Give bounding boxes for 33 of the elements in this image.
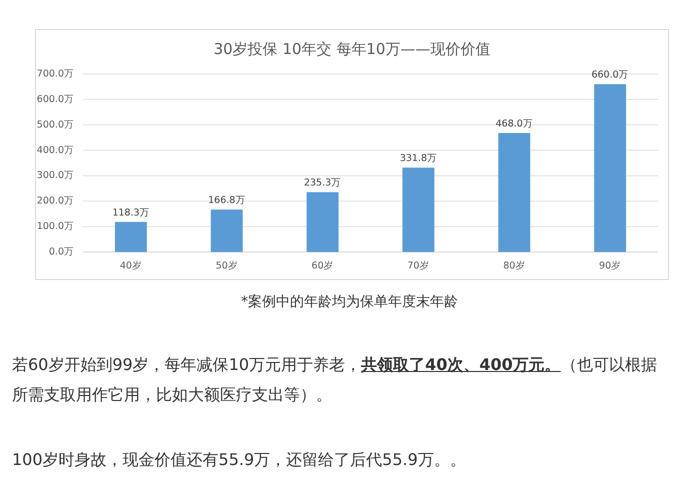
x-tick-label: 90岁 bbox=[599, 260, 622, 272]
x-tick-label: 60岁 bbox=[312, 260, 334, 272]
y-tick-label: 400.0万 bbox=[36, 144, 74, 156]
chart-title: 30岁投保 10年交 每年10万——现价价值 bbox=[214, 40, 490, 58]
text: （也可以根据 bbox=[560, 355, 657, 374]
bar bbox=[306, 192, 339, 252]
data-label: 468.0万 bbox=[496, 118, 533, 130]
data-label: 235.3万 bbox=[304, 178, 342, 189]
data-label: 331.8万 bbox=[400, 153, 438, 164]
y-tick-label: 700.0万 bbox=[36, 68, 74, 80]
text: 所需支取用作它用，比如大额医疗支出等）。 bbox=[12, 384, 332, 406]
bar bbox=[210, 210, 243, 252]
y-tick-label: 300.0万 bbox=[36, 170, 74, 182]
bar bbox=[114, 222, 147, 252]
y-tick-label: 500.0万 bbox=[36, 119, 74, 130]
text: 共领取了40次、400万元。 bbox=[361, 355, 561, 374]
bar bbox=[594, 84, 626, 252]
text: *案例中的年龄均为保单年度末年龄 bbox=[240, 293, 459, 311]
x-tick-label: 80岁 bbox=[503, 260, 526, 272]
y-tick-label: 200.0万 bbox=[36, 196, 74, 207]
data-label: 166.8万 bbox=[208, 195, 246, 206]
x-tick-label: 70岁 bbox=[407, 260, 430, 272]
y-tick-label: 100.0万 bbox=[36, 221, 74, 232]
y-tick-label: 0.0万 bbox=[48, 246, 74, 258]
text: 100岁时身故，现金价值还有55.9万，还留给了后代55.9万。。 bbox=[12, 449, 466, 471]
x-tick-label: 50岁 bbox=[216, 260, 238, 272]
bar bbox=[498, 132, 530, 252]
text: 若60岁开始到99岁，每年减保10万元用于养老， bbox=[12, 355, 362, 374]
bar bbox=[402, 168, 434, 252]
data-label: 118.3万 bbox=[112, 207, 150, 218]
data-label: 660.0万 bbox=[591, 70, 629, 81]
x-tick-label: 40岁 bbox=[120, 260, 142, 272]
y-tick-label: 600.0万 bbox=[36, 94, 74, 105]
